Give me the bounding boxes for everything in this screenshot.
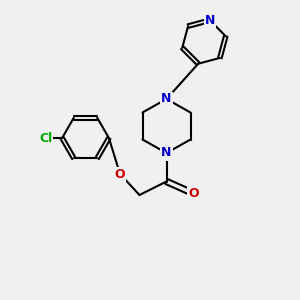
Text: Cl: Cl xyxy=(39,131,52,145)
Text: N: N xyxy=(205,14,215,27)
Text: O: O xyxy=(188,187,199,200)
Text: O: O xyxy=(115,167,125,181)
Text: N: N xyxy=(161,146,172,160)
Text: N: N xyxy=(161,92,172,106)
